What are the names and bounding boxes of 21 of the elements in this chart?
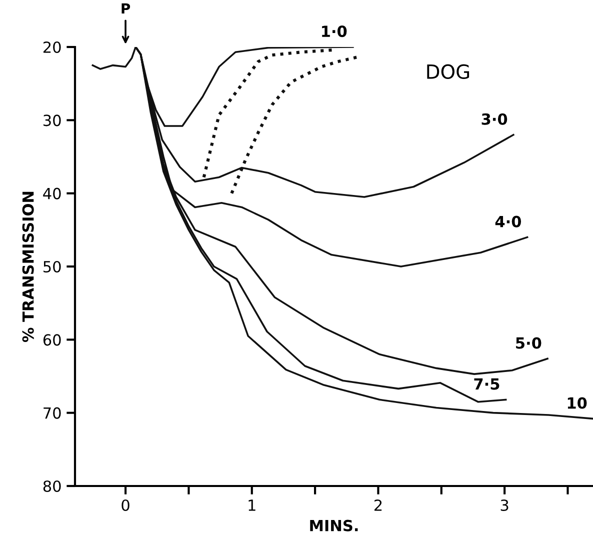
x-tick-label: 2 [374, 499, 382, 511]
y-tick-label: 70 [44, 407, 61, 419]
x-axis-title: MINS. [310, 520, 358, 532]
y-tick-label: 20 [43, 41, 61, 54]
y-tick-label: 50 [44, 260, 61, 273]
series-label: 10 [568, 397, 587, 409]
x-tick-label: 1 [248, 500, 256, 511]
text: DOG [427, 64, 470, 79]
series-label: 1·0 [322, 26, 347, 38]
y-tick-label: 30 [44, 114, 61, 126]
series-label: 4·0 [495, 216, 522, 228]
y-tick-label: 80 [43, 480, 61, 492]
series-label: 5·0 [516, 337, 542, 349]
text: P [122, 3, 130, 14]
series-label: 3·0 [482, 113, 508, 125]
y-tick-label: 60 [43, 334, 61, 346]
x-tick-label: 0 [122, 499, 130, 512]
x-tick-label: 3 [500, 499, 508, 512]
y-tick-label: 40 [43, 188, 61, 200]
y-axis-title: % TRANSMISSION [22, 192, 34, 342]
series-label: 7·5 [474, 378, 500, 390]
